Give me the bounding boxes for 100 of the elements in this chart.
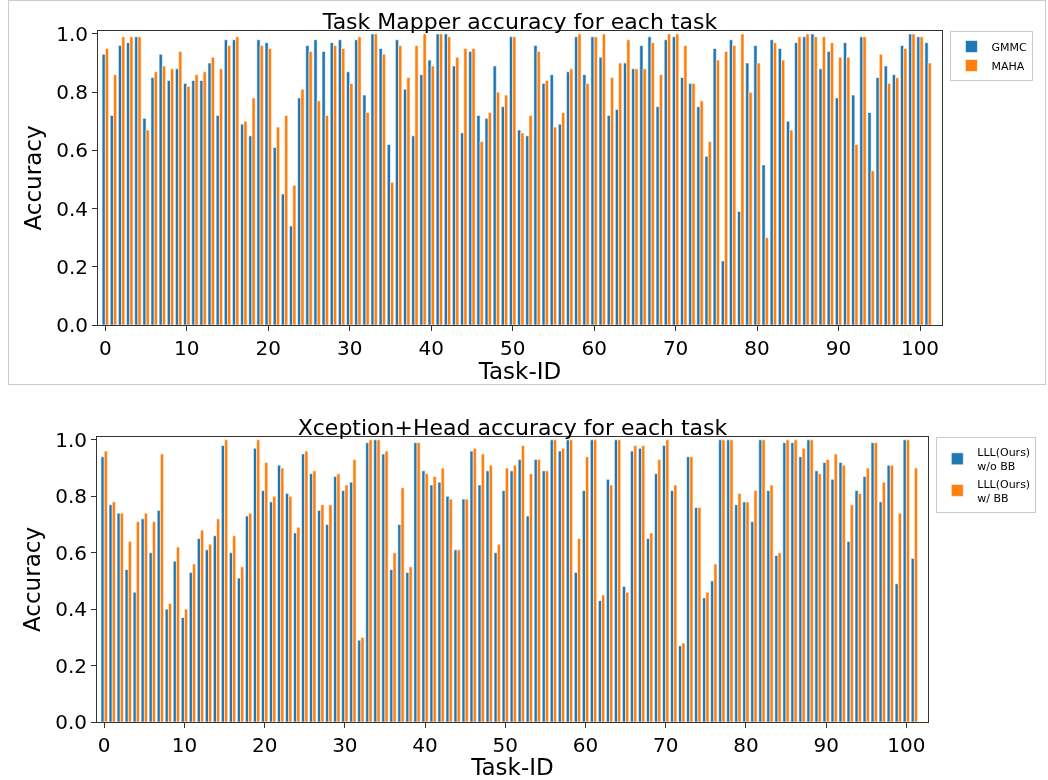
x-tick-label: 50 — [492, 733, 519, 757]
x-tick-label: 70 — [662, 336, 689, 360]
bar — [170, 68, 175, 325]
bar — [890, 464, 894, 722]
bar — [769, 484, 774, 722]
bar — [344, 484, 349, 722]
bar — [160, 453, 164, 722]
x-tick-label: 10 — [171, 733, 198, 757]
bar — [127, 541, 132, 722]
x-tick-label: 60 — [581, 336, 607, 360]
bar — [103, 450, 108, 722]
bar — [549, 74, 554, 325]
bar — [830, 42, 834, 325]
bar — [321, 51, 326, 325]
bar — [886, 464, 891, 722]
bar — [284, 115, 289, 325]
bar — [232, 535, 237, 722]
x-tick-label: 100 — [887, 733, 926, 757]
y-tick-label: 0.0 — [55, 710, 87, 734]
bar — [521, 445, 525, 722]
legend-label: LLL(Ours) w/o BB — [977, 445, 1031, 474]
bar — [488, 464, 493, 722]
bar — [667, 33, 672, 325]
bar — [537, 459, 541, 722]
y-tick-label: 0.6 — [55, 540, 87, 565]
bar — [618, 62, 623, 325]
bar — [504, 467, 509, 722]
bar — [136, 521, 140, 722]
bar — [553, 439, 557, 722]
y-tick-label: 1.0 — [56, 21, 88, 46]
bar — [463, 48, 468, 325]
y-tick-label: 0.4 — [56, 196, 88, 221]
bar — [593, 439, 598, 722]
x-tick-label: 30 — [332, 733, 358, 757]
y-tick-label: 0.2 — [55, 653, 87, 678]
bar — [601, 33, 606, 325]
bar — [288, 495, 293, 722]
bar — [626, 39, 631, 325]
bar — [675, 33, 680, 325]
bar — [194, 74, 199, 325]
bar — [320, 504, 325, 722]
x-tick-label: 90 — [825, 336, 852, 360]
x-tick-label: 30 — [337, 336, 363, 360]
legend-label: MAHA — [991, 59, 1025, 73]
bar — [610, 77, 614, 325]
x-tick-label: 70 — [652, 733, 679, 757]
bar — [144, 512, 148, 722]
bar — [906, 439, 910, 722]
x-tick-label: 80 — [733, 733, 759, 757]
bar — [210, 56, 215, 325]
bar — [432, 476, 437, 722]
bar — [737, 493, 742, 722]
bar — [673, 484, 678, 722]
y-tick-label: 0.2 — [56, 254, 88, 279]
bar — [121, 36, 126, 325]
bar — [455, 56, 460, 325]
bar — [276, 126, 280, 325]
x-tick-label: 60 — [572, 733, 599, 757]
bar — [617, 439, 622, 722]
bar — [406, 77, 411, 325]
x-tick-label: 80 — [744, 336, 770, 360]
bar — [176, 546, 180, 722]
y-axis-title: Accuracy — [19, 125, 46, 231]
bar — [400, 487, 405, 722]
bar — [712, 48, 717, 325]
bar — [435, 33, 440, 325]
y-tick-label: 1.0 — [55, 427, 87, 452]
bar — [512, 36, 517, 325]
chart-title: Task Mapper accuracy for each task — [321, 9, 718, 34]
y-tick-label: 0.4 — [55, 597, 87, 622]
bar — [914, 467, 918, 722]
bar — [280, 467, 285, 722]
y-axis-title: Accuracy — [18, 526, 45, 633]
bar — [158, 53, 163, 325]
bar — [480, 453, 485, 722]
bar — [665, 439, 670, 722]
x-tick-label: 0 — [98, 336, 112, 360]
bar — [352, 459, 357, 722]
bar — [178, 51, 183, 325]
bar — [414, 45, 419, 325]
x-tick-label: 50 — [499, 336, 526, 360]
x-tick-label: 20 — [251, 733, 278, 757]
y-tick-label: 0.8 — [56, 80, 88, 105]
x-tick-label: 0 — [97, 733, 111, 757]
x-tick-label: 20 — [255, 336, 281, 360]
bar — [797, 36, 802, 325]
bar — [633, 445, 638, 722]
bar — [447, 36, 452, 325]
x-tick-label: 40 — [412, 733, 438, 757]
bar — [769, 39, 774, 325]
bar — [821, 36, 826, 325]
x-axis-title: Task-ID — [477, 358, 562, 384]
bar — [129, 36, 134, 325]
bar — [105, 48, 109, 325]
x-tick-label: 10 — [174, 336, 200, 360]
bar — [641, 445, 646, 722]
x-tick-label: 100 — [900, 336, 940, 360]
legend-label: LLL(Ours) w/ BB — [977, 477, 1031, 505]
bar — [902, 439, 907, 722]
x-axis-title: Task-ID — [470, 754, 554, 780]
